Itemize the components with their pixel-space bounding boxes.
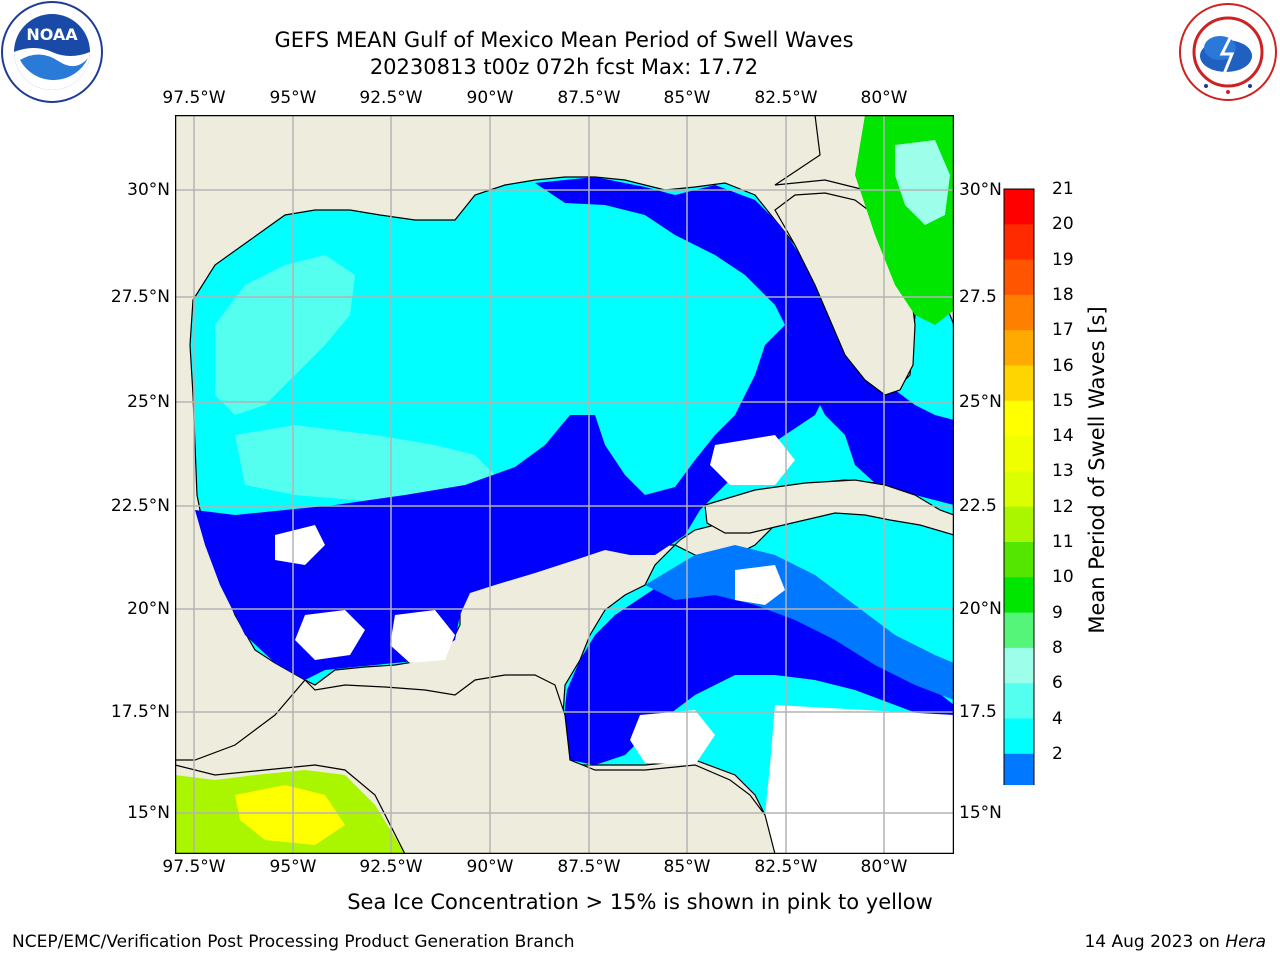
lon-tick-top: 87.5°W [557,88,621,108]
lon-tick-bottom: 97.5°W [162,857,226,877]
lon-tick-top: 95°W [269,88,317,108]
lon-tick-top: 97.5°W [162,88,226,108]
colorbar-segment [1004,294,1034,331]
lat-tick-right: 22.5 [959,496,997,516]
colorbar-segment [1004,718,1034,755]
lon-tick-bottom: 90°W [466,857,514,877]
colorbar-label: Mean Period of Swell Waves [s] [1085,306,1109,634]
lon-tick-bottom: 87.5°W [557,857,621,877]
swell-band-atlantic-light [895,140,950,225]
colorbar-segment [1004,612,1034,649]
colorbar-tick: 4 [1052,708,1063,729]
ocean-mask-patch [765,705,954,854]
lon-tick-bottom: 92.5°W [359,857,423,877]
colorbar-tick: 9 [1052,602,1063,623]
footer-date: 14 Aug 2023 on Hera [1084,932,1266,952]
ocean-mask-patch [295,610,365,660]
lat-tick-left: 25°N [127,392,170,412]
lon-tick-top: 80°W [860,88,908,108]
colorbar-tick: 13 [1052,461,1074,482]
footer-host: Hera [1225,932,1266,952]
colorbar-segment [1004,753,1034,785]
noaa-logo: NOAA [1,1,103,103]
ocean-mask-patch [390,610,455,663]
colorbar-segment [1004,506,1034,543]
lon-tick-top: 92.5°W [359,88,423,108]
swell-band-light [215,255,355,415]
colorbar-tick: 16 [1052,355,1074,376]
colorbar-segment [1004,365,1034,402]
lon-tick-top: 90°W [466,88,514,108]
colorbar-tick: 21 [1052,179,1074,199]
swell-band-medium-caribbean [645,545,954,700]
colorbar-tick: 8 [1052,637,1063,658]
colorbar-segment [1004,259,1034,296]
lat-tick-left: 30°N [127,180,170,200]
colorbar-tick: 10 [1052,567,1074,588]
lat-tick-left: 22.5°N [110,496,170,516]
colorbar-segment [1004,542,1034,578]
colorbar-segment [1004,400,1034,437]
lat-tick-left: 15°N [127,803,170,823]
lat-tick-right: 30°N [959,180,1002,200]
lon-tick-top: 85°W [663,88,711,108]
colorbar-segment [1004,224,1034,261]
colorbar-segment [1004,436,1034,472]
lon-tick-bottom: 95°W [269,857,317,877]
central-america-land [175,674,776,854]
graticule [175,115,954,854]
colorbar-segment [1004,330,1034,366]
colorbar-border [1003,188,1035,785]
ocean-mask-patch [735,565,785,605]
seaice-note: Sea Ice Concentration > 15% is shown in … [347,890,933,914]
ocean-mask-patch [275,525,325,565]
colorbar-tick: 2 [1052,743,1063,764]
lon-tick-bottom: 80°W [860,857,908,877]
lat-tick-left: 17.5°N [110,702,170,722]
lat-tick-right: 17.5 [959,702,997,722]
lat-tick-left: 20°N [127,599,170,619]
colorbar-tick: 18 [1052,284,1074,305]
colorbar [1003,188,1035,785]
footer-date-text: 14 Aug 2023 on [1084,932,1226,952]
lat-tick-right: 25°N [959,392,1002,412]
colorbar-tick: 12 [1052,496,1074,517]
noaa-logo-text: NOAA [26,25,78,44]
nws-logo [1179,3,1277,101]
lat-tick-right: 15°N [959,803,1002,823]
colorbar-tick: 15 [1052,390,1074,411]
lat-tick-right: 27.5 [959,287,997,307]
swell-band-blue-east [535,177,954,505]
cuba-land [704,479,954,536]
gulf-map [175,115,954,854]
lon-tick-bottom: 85°W [663,857,711,877]
colorbar-tick: 6 [1052,673,1063,694]
lon-tick-bottom: 82.5°W [754,857,818,877]
ocean-mask-patch [710,435,795,485]
colorbar-tick: 19 [1052,249,1074,270]
colorbar-tick: 17 [1052,320,1074,341]
colorbar-segment [1004,471,1034,508]
lon-tick-top: 82.5°W [754,88,818,108]
colorbar-segment [1004,647,1034,684]
colorbar-tick: 14 [1052,426,1074,447]
colorbar-segment [1004,683,1034,719]
swell-band-blue-south [195,325,825,680]
lat-tick-left: 27.5°N [110,287,170,307]
swell-band-pacific-yellow [235,785,345,845]
map-border [175,115,954,854]
chart-subtitle: 20230813 t00z 072h fcst Max: 17.72 [369,55,759,79]
colorbar-segment [1004,189,1034,225]
colorbar-tick: 11 [1052,532,1074,552]
lat-tick-right: 20°N [959,599,1002,619]
colorbar-tick: 20 [1052,214,1074,235]
colorbar-segment [1004,577,1034,614]
chart-title: GEFS MEAN Gulf of Mexico Mean Period of … [274,28,854,52]
footer-credit: NCEP/EMC/Verification Post Processing Pr… [12,932,575,952]
ocean-mask-patch [630,710,715,765]
swell-band-light-2 [235,425,495,505]
